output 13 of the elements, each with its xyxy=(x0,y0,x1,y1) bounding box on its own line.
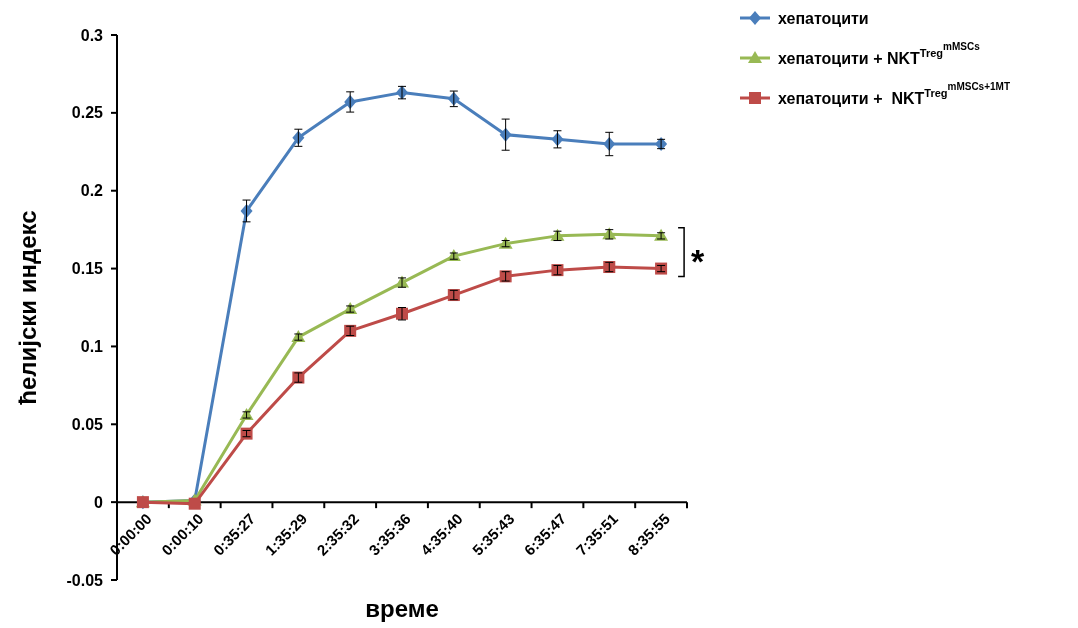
point xyxy=(188,497,201,510)
x-axis-title: време xyxy=(365,595,439,622)
legend-label: хепатоцити xyxy=(778,10,869,27)
y-tick-label: 0.2 xyxy=(80,182,104,200)
y-tick-label: 0.15 xyxy=(71,260,104,278)
y-axis-title: ћелијски индекс xyxy=(14,210,41,405)
y-tick-label: 0.1 xyxy=(80,338,104,356)
text: * xyxy=(691,241,706,280)
y-tick-label: 0.05 xyxy=(71,415,104,433)
y-tick-label: 0.25 xyxy=(71,104,104,122)
y-tick-label: 0 xyxy=(94,493,104,511)
y-tick-label: -0.05 xyxy=(66,571,104,589)
y-tick-label: 0.3 xyxy=(80,26,104,44)
